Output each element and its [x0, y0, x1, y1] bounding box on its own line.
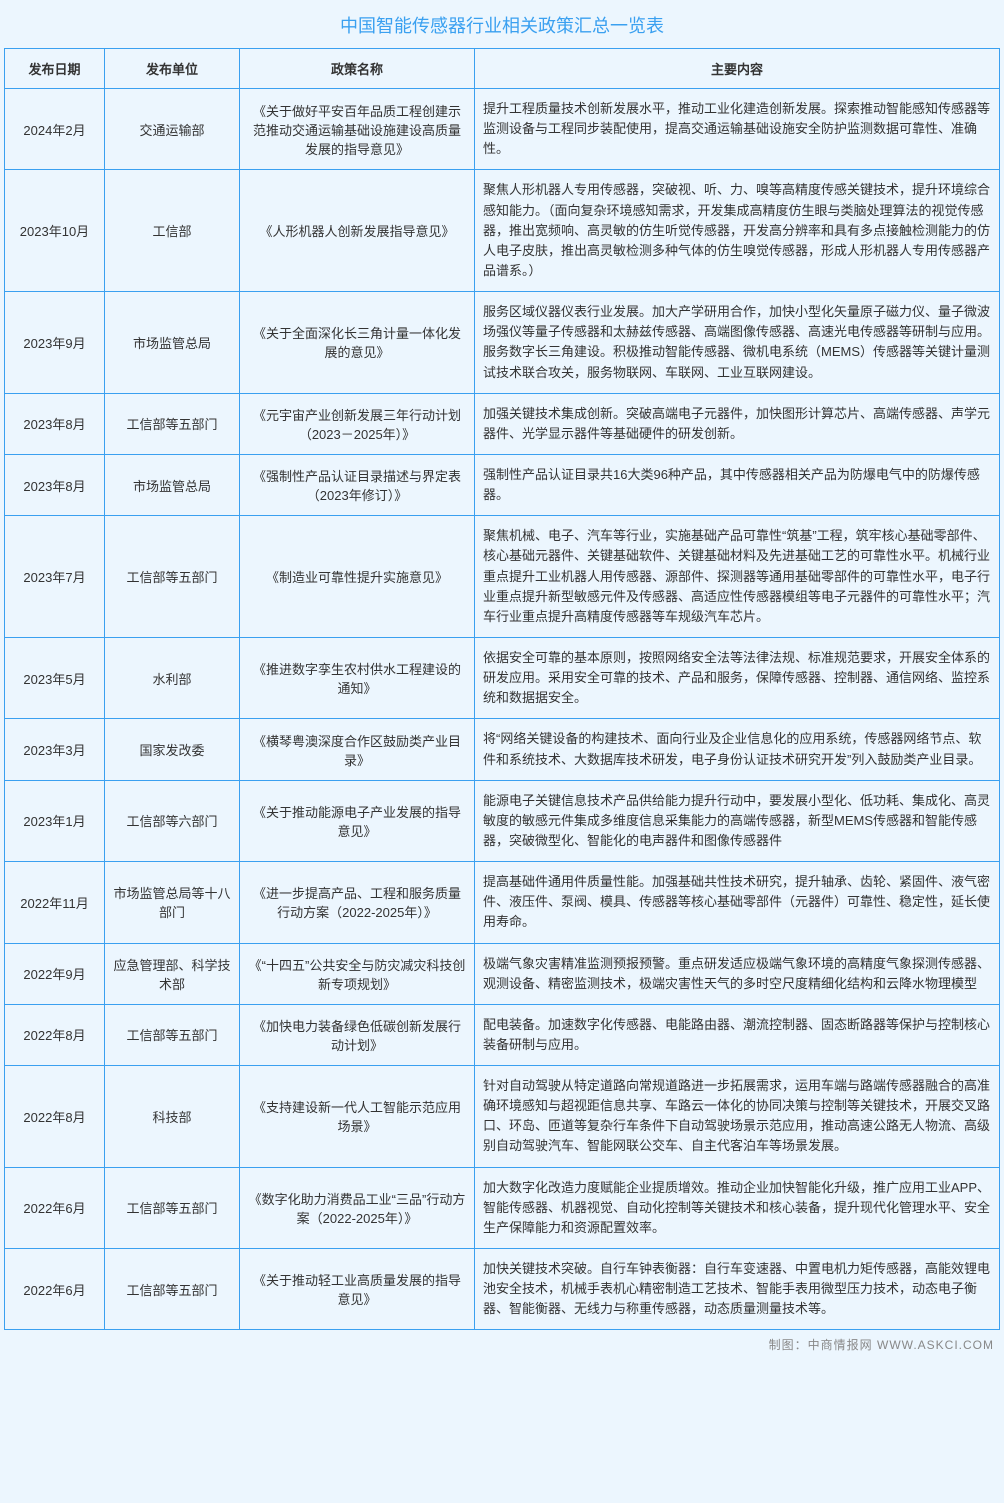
- cell-dept: 水利部: [105, 637, 240, 718]
- cell-policy: 《横琴粤澳深度合作区鼓励类产业目录》: [240, 719, 475, 780]
- cell-dept: 市场监管总局: [105, 292, 240, 394]
- cell-policy: 《人形机器人创新发展指导意见》: [240, 170, 475, 292]
- table-row: 2023年8月工信部等五部门《元宇宙产业创新发展三年行动计划（2023－2025…: [5, 393, 1000, 454]
- cell-date: 2023年10月: [5, 170, 105, 292]
- cell-content: 将“网络关键设备的构建技术、面向行业及企业信息化的应用系统，传感器网络节点、软件…: [475, 719, 1000, 780]
- cell-content: 服务区域仪器仪表行业发展。加大产学研用合作，加快小型化矢量原子磁力仪、量子微波场…: [475, 292, 1000, 394]
- cell-date: 2023年7月: [5, 516, 105, 638]
- col-date-header: 发布日期: [5, 49, 105, 89]
- cell-policy: 《加快电力装备绿色低碳创新发展行动计划》: [240, 1004, 475, 1065]
- cell-date: 2022年6月: [5, 1167, 105, 1248]
- cell-content: 加快关键技术突破。自行车钟表衡器：自行车变速器、中置电机力矩传感器，高能效锂电池…: [475, 1249, 1000, 1330]
- cell-date: 2023年8月: [5, 393, 105, 454]
- cell-dept: 工信部等五部门: [105, 393, 240, 454]
- table-row: 2023年7月工信部等五部门《制造业可靠性提升实施意见》聚焦机械、电子、汽车等行…: [5, 516, 1000, 638]
- cell-dept: 交通运输部: [105, 89, 240, 170]
- cell-content: 强制性产品认证目录共16大类96种产品，其中传感器相关产品为防爆电气中的防爆传感…: [475, 454, 1000, 515]
- cell-date: 2023年3月: [5, 719, 105, 780]
- table-row: 2022年8月科技部《支持建设新一代人工智能示范应用场景》针对自动驾驶从特定道路…: [5, 1066, 1000, 1168]
- cell-policy: 《关于全面深化长三角计量一体化发展的意见》: [240, 292, 475, 394]
- cell-policy: 《元宇宙产业创新发展三年行动计划（2023－2025年）》: [240, 393, 475, 454]
- cell-content: 能源电子关键信息技术产品供给能力提升行动中，要发展小型化、低功耗、集成化、高灵敏…: [475, 780, 1000, 861]
- cell-date: 2023年8月: [5, 454, 105, 515]
- table-row: 2023年1月工信部等六部门《关于推动能源电子产业发展的指导意见》能源电子关键信…: [5, 780, 1000, 861]
- policy-table: 发布日期 发布单位 政策名称 主要内容 2024年2月交通运输部《关于做好平安百…: [4, 48, 1000, 1330]
- cell-dept: 工信部等五部门: [105, 1004, 240, 1065]
- cell-policy: 《数字化助力消费品工业“三品”行动方案（2022-2025年）》: [240, 1167, 475, 1248]
- cell-policy: 《支持建设新一代人工智能示范应用场景》: [240, 1066, 475, 1168]
- cell-date: 2023年9月: [5, 292, 105, 394]
- cell-content: 加大数字化改造力度赋能企业提质增效。推动企业加快智能化升级，推广应用工业APP、…: [475, 1167, 1000, 1248]
- cell-content: 极端气象灾害精准监测预报预警。重点研发适应极端气象环境的高精度气象探测传感器、观…: [475, 943, 1000, 1004]
- cell-dept: 工信部: [105, 170, 240, 292]
- table-row: 2022年8月工信部等五部门《加快电力装备绿色低碳创新发展行动计划》配电装备。加…: [5, 1004, 1000, 1065]
- cell-content: 提升工程质量技术创新发展水平，推动工业化建造创新发展。探索推动智能感知传感器等监…: [475, 89, 1000, 170]
- cell-date: 2024年2月: [5, 89, 105, 170]
- table-row: 2022年9月应急管理部、科学技术部《“十四五”公共安全与防灾减灾科技创新专项规…: [5, 943, 1000, 1004]
- cell-dept: 市场监管总局等十八部门: [105, 862, 240, 943]
- cell-content: 提高基础件通用件质量性能。加强基础共性技术研究，提升轴承、齿轮、紧固件、液气密件…: [475, 862, 1000, 943]
- table-row: 2023年5月水利部《推进数字孪生农村供水工程建设的通知》依据安全可靠的基本原则…: [5, 637, 1000, 718]
- cell-dept: 工信部等五部门: [105, 516, 240, 638]
- table-header: 发布日期 发布单位 政策名称 主要内容: [5, 49, 1000, 89]
- cell-date: 2022年8月: [5, 1066, 105, 1168]
- cell-dept: 国家发改委: [105, 719, 240, 780]
- cell-dept: 科技部: [105, 1066, 240, 1168]
- page-title: 中国智能传感器行业相关政策汇总一览表: [0, 0, 1004, 48]
- cell-policy: 《关于推动轻工业高质量发展的指导意见》: [240, 1249, 475, 1330]
- cell-policy: 《进一步提高产品、工程和服务质量行动方案（2022-2025年）》: [240, 862, 475, 943]
- table-row: 2023年8月市场监管总局《强制性产品认证目录描述与界定表（2023年修订）》强…: [5, 454, 1000, 515]
- page-wrapper: 中国智能传感器行业相关政策汇总一览表 发布日期 发布单位 政策名称 主要内容 2…: [0, 0, 1004, 1359]
- table-row: 2022年6月工信部等五部门《数字化助力消费品工业“三品”行动方案（2022-2…: [5, 1167, 1000, 1248]
- cell-dept: 工信部等六部门: [105, 780, 240, 861]
- cell-date: 2022年8月: [5, 1004, 105, 1065]
- footer-credit: 制图：中商情报网 WWW.ASKCI.COM: [0, 1330, 1004, 1359]
- col-dept-header: 发布单位: [105, 49, 240, 89]
- cell-date: 2023年5月: [5, 637, 105, 718]
- table-row: 2023年9月市场监管总局《关于全面深化长三角计量一体化发展的意见》服务区域仪器…: [5, 292, 1000, 394]
- cell-dept: 应急管理部、科学技术部: [105, 943, 240, 1004]
- table-row: 2022年11月市场监管总局等十八部门《进一步提高产品、工程和服务质量行动方案（…: [5, 862, 1000, 943]
- cell-date: 2022年9月: [5, 943, 105, 1004]
- cell-dept: 工信部等五部门: [105, 1167, 240, 1248]
- cell-date: 2022年11月: [5, 862, 105, 943]
- col-policy-header: 政策名称: [240, 49, 475, 89]
- cell-dept: 工信部等五部门: [105, 1249, 240, 1330]
- cell-date: 2022年6月: [5, 1249, 105, 1330]
- cell-policy: 《“十四五”公共安全与防灾减灾科技创新专项规划》: [240, 943, 475, 1004]
- cell-policy: 《制造业可靠性提升实施意见》: [240, 516, 475, 638]
- cell-policy: 《强制性产品认证目录描述与界定表（2023年修订）》: [240, 454, 475, 515]
- col-content-header: 主要内容: [475, 49, 1000, 89]
- cell-policy: 《关于推动能源电子产业发展的指导意见》: [240, 780, 475, 861]
- cell-content: 依据安全可靠的基本原则，按照网络安全法等法律法规、标准规范要求，开展安全体系的研…: [475, 637, 1000, 718]
- table-row: 2024年2月交通运输部《关于做好平安百年品质工程创建示范推动交通运输基础设施建…: [5, 89, 1000, 170]
- table-row: 2022年6月工信部等五部门《关于推动轻工业高质量发展的指导意见》加快关键技术突…: [5, 1249, 1000, 1330]
- cell-content: 聚焦机械、电子、汽车等行业，实施基础产品可靠性“筑基”工程，筑牢核心基础零部件、…: [475, 516, 1000, 638]
- table-row: 2023年10月工信部《人形机器人创新发展指导意见》聚焦人形机器人专用传感器，突…: [5, 170, 1000, 292]
- cell-policy: 《关于做好平安百年品质工程创建示范推动交通运输基础设施建设高质量发展的指导意见》: [240, 89, 475, 170]
- table-body: 2024年2月交通运输部《关于做好平安百年品质工程创建示范推动交通运输基础设施建…: [5, 89, 1000, 1330]
- cell-date: 2023年1月: [5, 780, 105, 861]
- cell-content: 聚焦人形机器人专用传感器，突破视、听、力、嗅等高精度传感关键技术，提升环境综合感…: [475, 170, 1000, 292]
- cell-content: 针对自动驾驶从特定道路向常规道路进一步拓展需求，运用车端与路端传感器融合的高准确…: [475, 1066, 1000, 1168]
- cell-content: 配电装备。加速数字化传感器、电能路由器、潮流控制器、固态断路器等保护与控制核心装…: [475, 1004, 1000, 1065]
- cell-content: 加强关键技术集成创新。突破高端电子元器件，加快图形计算芯片、高端传感器、声学元器…: [475, 393, 1000, 454]
- cell-policy: 《推进数字孪生农村供水工程建设的通知》: [240, 637, 475, 718]
- cell-dept: 市场监管总局: [105, 454, 240, 515]
- table-row: 2023年3月国家发改委《横琴粤澳深度合作区鼓励类产业目录》将“网络关键设备的构…: [5, 719, 1000, 780]
